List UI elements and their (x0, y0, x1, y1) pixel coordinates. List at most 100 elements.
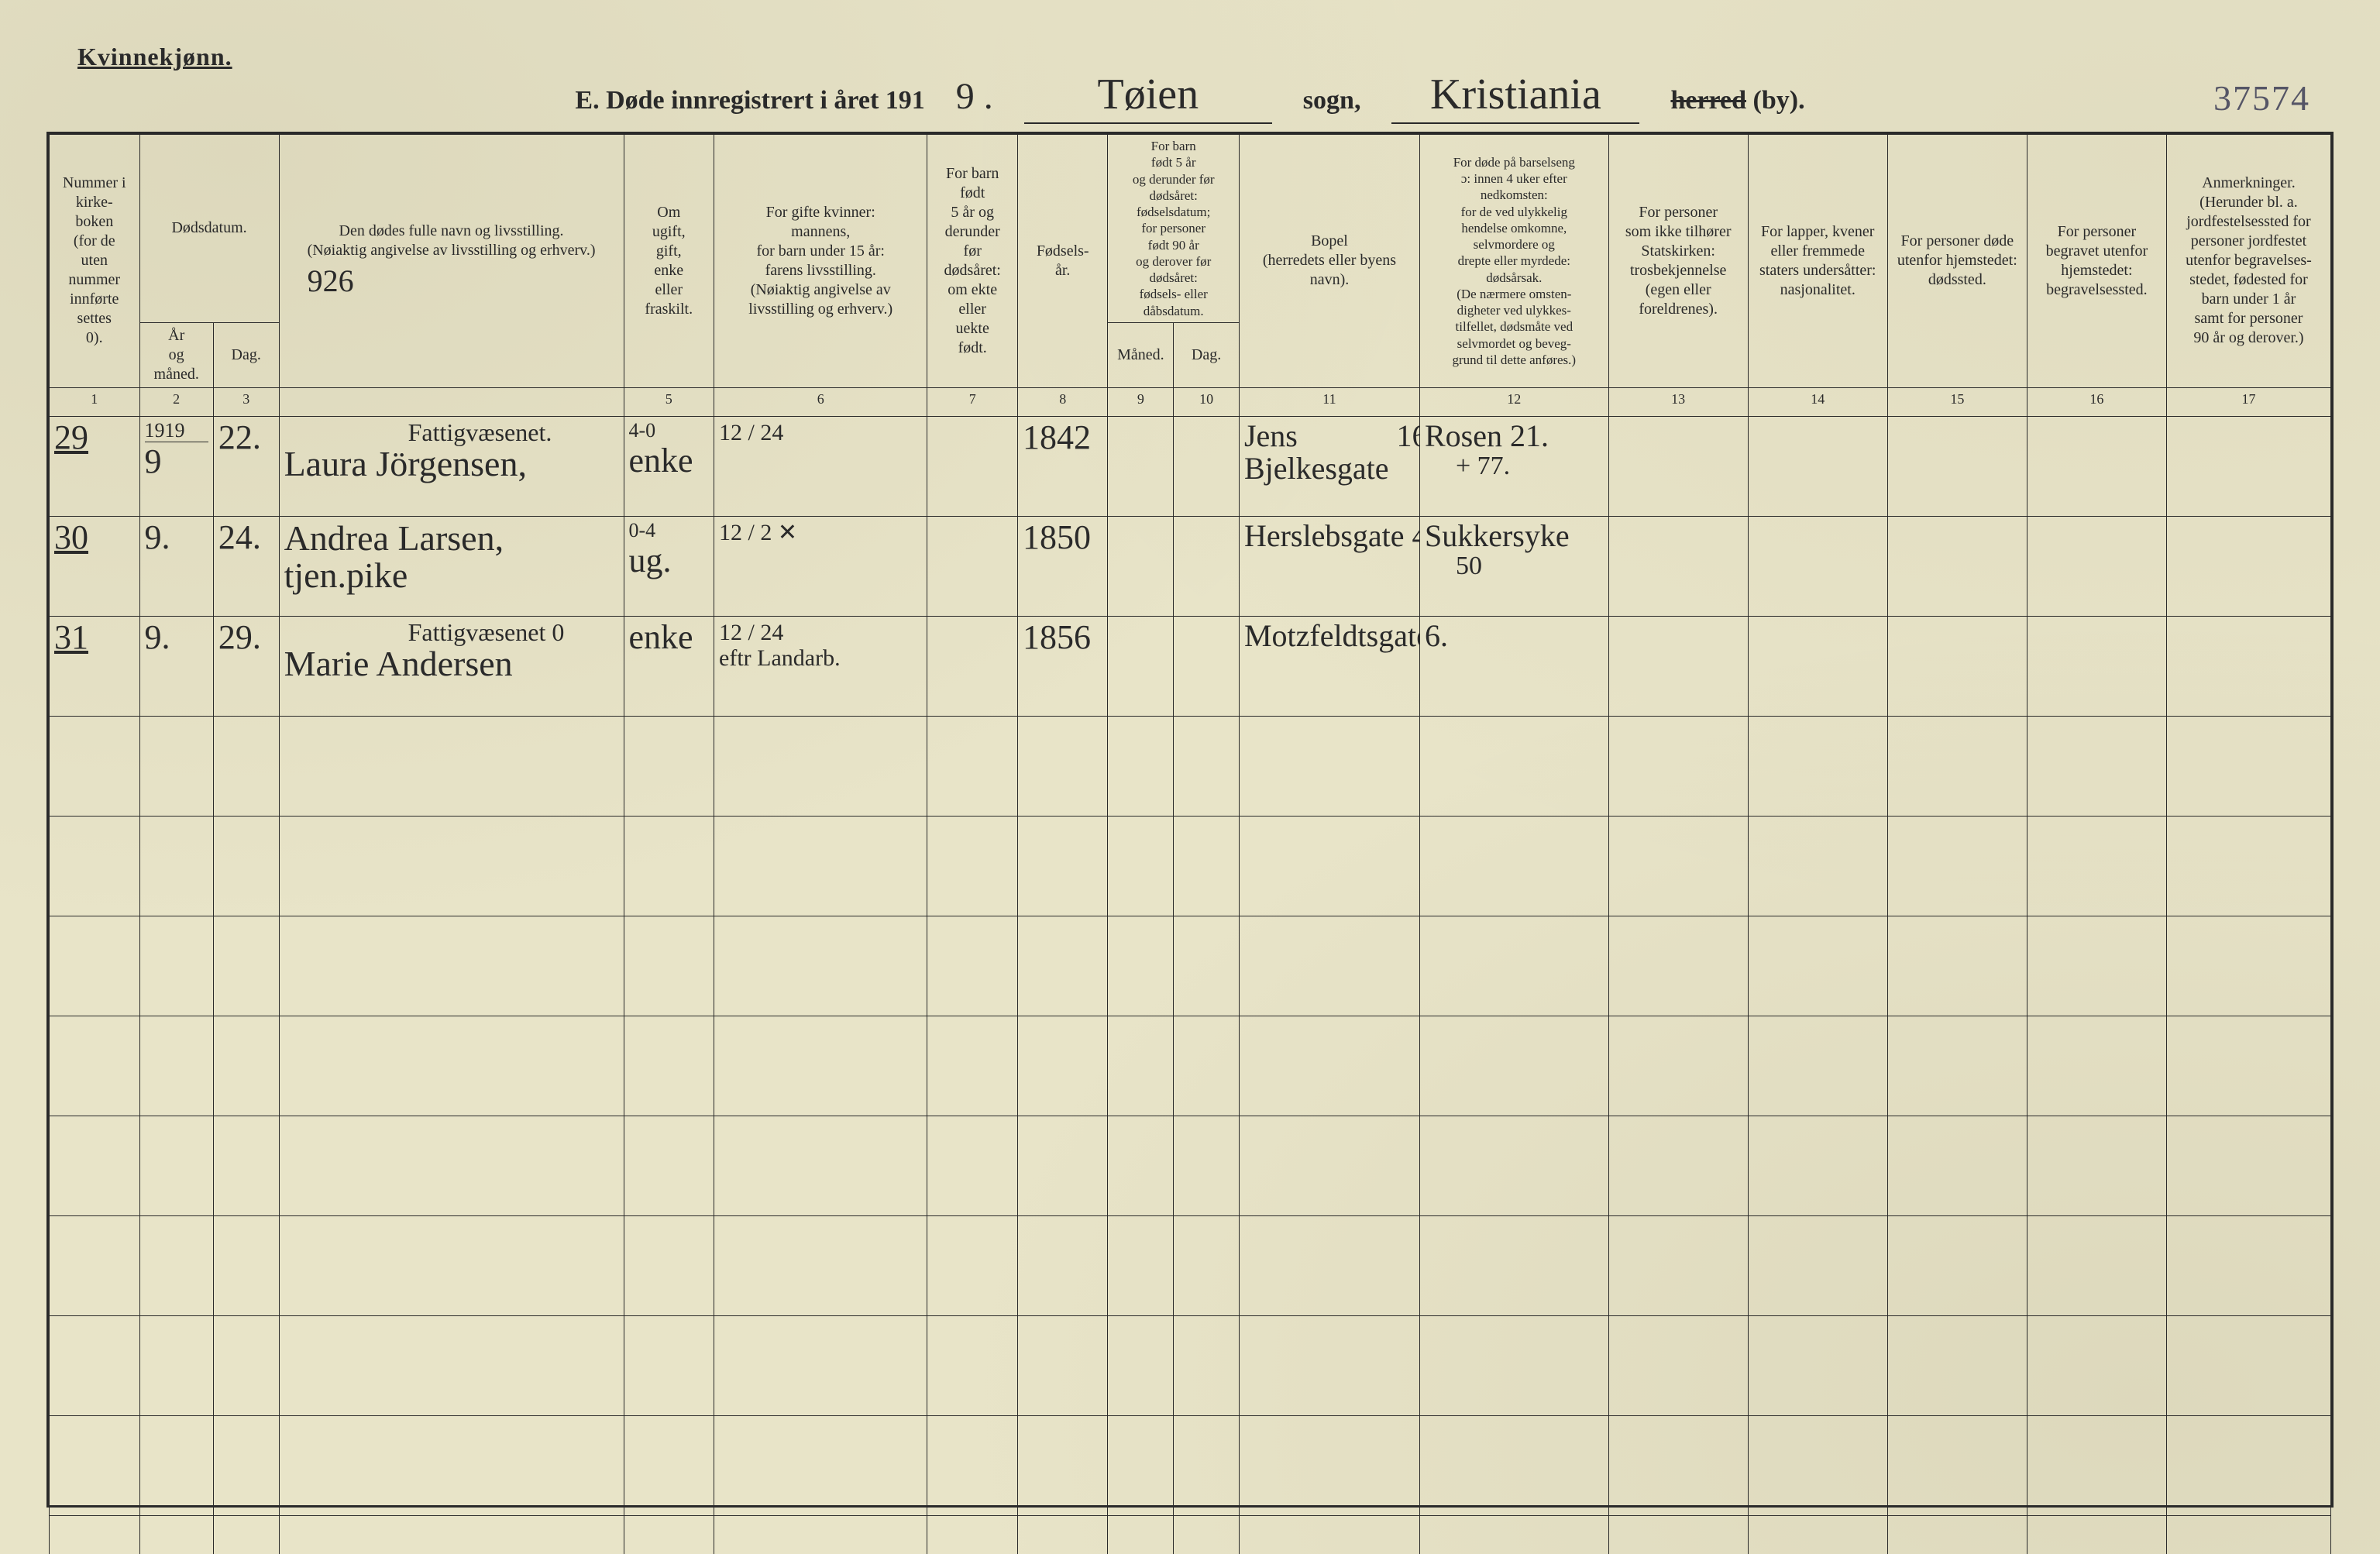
ledger-body: ✓291919922.Fattigvæsenet.Laura Jörgensen… (50, 416, 2331, 1554)
entry-number: 31 (54, 620, 135, 655)
herred-label-tail: (by). (1753, 86, 1805, 115)
table-cell: 1856 (1017, 616, 1108, 716)
table-cell: Motzfeldtsgaten33 ²/₂ (1239, 616, 1419, 716)
page-number-pencil: 37574 (2213, 77, 2310, 119)
table-cell (1017, 1515, 1108, 1554)
table-cell (1174, 716, 1240, 816)
table-cell (927, 816, 1018, 916)
table-cell (1608, 1215, 1748, 1315)
cause-line: 6. (1425, 620, 1604, 652)
table-cell (1887, 1315, 2027, 1415)
table-cell (624, 1515, 714, 1554)
table-row: ✓291919922.Fattigvæsenet.Laura Jörgensen… (50, 416, 2331, 516)
table-cell (624, 1315, 714, 1415)
table-cell (139, 1215, 213, 1315)
person-name: Marie Andersen (284, 645, 619, 682)
table-cell (2166, 716, 2330, 816)
column-number: 17 (2166, 387, 2330, 416)
table-cell: 29. (213, 616, 279, 716)
table-cell: Sukkersyke50 (1419, 516, 1608, 616)
ledger-frame: Nummer i kirke- boken (for de uten numme… (46, 132, 2334, 1508)
cause-subline: + 77. (1425, 452, 1604, 480)
table-cell (1887, 1016, 2027, 1116)
table-cell (213, 816, 279, 916)
table-cell (213, 1415, 279, 1515)
table-cell (1174, 1515, 1240, 1554)
col-header-9: Måned. (1108, 322, 1174, 387)
table-cell (50, 1515, 140, 1554)
column-number: 6 (714, 387, 927, 416)
table-cell (624, 1215, 714, 1315)
table-cell: Fattigvæsenet.Laura Jörgensen, (279, 416, 624, 516)
table-cell (1887, 716, 2027, 816)
table-cell (50, 1315, 140, 1415)
table-cell (2027, 1415, 2166, 1515)
column-number: 3 (213, 387, 279, 416)
table-cell (1748, 1515, 1887, 1554)
table-row (50, 1415, 2331, 1515)
col-header-1: Nummer i kirke- boken (for de uten numme… (50, 135, 140, 388)
table-cell (1748, 516, 1887, 616)
table-cell (2027, 1515, 2166, 1554)
table-cell (213, 1315, 279, 1415)
table-cell (1108, 1215, 1174, 1315)
table-cell (2027, 716, 2166, 816)
table-cell (624, 716, 714, 816)
table-cell: 9. (139, 516, 213, 616)
table-cell (139, 916, 213, 1016)
herred-handwritten: Kristiania (1391, 70, 1639, 124)
column-number: 2 (139, 387, 213, 416)
table-cell: 24. (213, 516, 279, 616)
table-cell (139, 716, 213, 816)
column-number: 14 (1748, 387, 1887, 416)
table-row (50, 1016, 2331, 1116)
table-cell (624, 816, 714, 916)
table-cell (2027, 616, 2166, 716)
table-cell (927, 516, 1018, 616)
table-cell (2166, 616, 2330, 716)
table-cell (1748, 416, 1887, 516)
column-number-row: 123567891011121314151617 (50, 387, 2331, 416)
table-cell (1887, 416, 2027, 516)
col-header-910a: For barn født 5 år og derunder før dødså… (1108, 135, 1239, 323)
table-cell: 22. (213, 416, 279, 516)
entry-number: 29 (54, 420, 135, 456)
table-cell (1239, 1016, 1419, 1116)
table-cell (1748, 616, 1887, 716)
table-cell (2166, 516, 2330, 616)
table-cell: 0-4ug. (624, 516, 714, 616)
column-number: 1 (50, 387, 140, 416)
table-cell (927, 416, 1018, 516)
table-cell (50, 1215, 140, 1315)
table-cell (1239, 916, 1419, 1016)
table-cell (2166, 1515, 2330, 1554)
table-cell (1887, 616, 2027, 716)
table-cell (1108, 816, 1174, 916)
table-cell: 19199 (139, 416, 213, 516)
table-cell (213, 1215, 279, 1315)
table-cell: ✓30 (50, 516, 140, 616)
table-cell (1174, 1415, 1240, 1515)
table-cell (1174, 816, 1240, 916)
table-cell (1887, 516, 2027, 616)
person-name: Laura Jörgensen, (284, 445, 619, 483)
table-cell (213, 716, 279, 816)
bopel-street: Motzfeldtsgaten (1244, 620, 1420, 652)
table-cell (714, 1016, 927, 1116)
col-header-7: For barn født 5 år og derunder før dødså… (927, 135, 1018, 388)
table-cell (139, 816, 213, 916)
table-row: ✓309.24.Andrea Larsen, tjen.pike0-4ug.12… (50, 516, 2331, 616)
column-number: 11 (1239, 387, 1419, 416)
table-cell (927, 916, 1018, 1016)
table-cell (1239, 816, 1419, 916)
table-cell (213, 1515, 279, 1554)
table-row (50, 816, 2331, 916)
table-cell (139, 1415, 213, 1515)
table-cell (1017, 916, 1108, 1016)
table-cell (2027, 816, 2166, 916)
table-cell (139, 1515, 213, 1554)
table-cell (927, 616, 1018, 716)
col-header-2a: Dødsdatum. (139, 135, 279, 323)
table-cell (1108, 1515, 1174, 1554)
table-cell (2027, 416, 2166, 516)
